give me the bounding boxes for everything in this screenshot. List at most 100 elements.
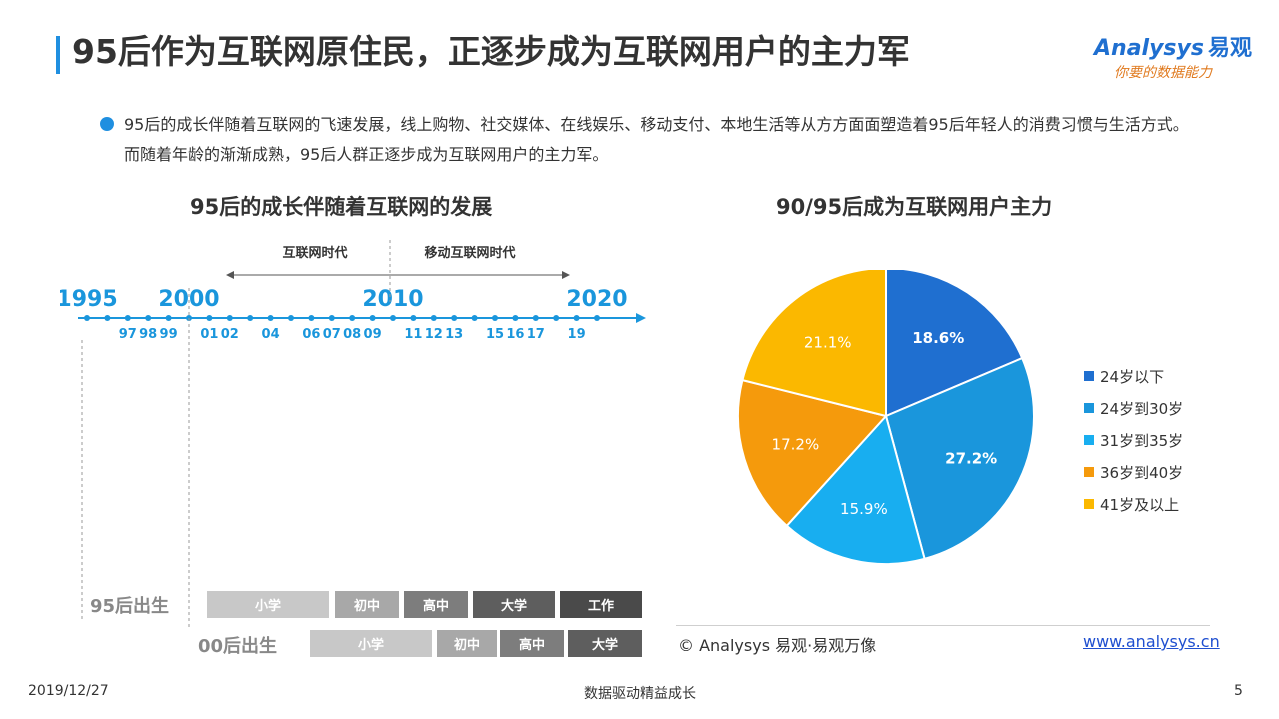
event-year-label: 04 (262, 327, 280, 342)
stage-工作: 工作 (560, 591, 642, 618)
footer-date: 2019/12/27 (28, 683, 109, 699)
timeline-title: 95后的成长伴随着互联网的发展 (190, 195, 493, 219)
event-year-label: 15 (486, 327, 504, 342)
timeline-tick (104, 315, 111, 321)
event-year-label: 12 (425, 327, 443, 342)
timeline-tick (84, 315, 90, 321)
event-year-label: 07 (323, 327, 341, 342)
page-title: 95后作为互联网原住民，正逐步成为互联网用户的主力军 (72, 32, 910, 71)
pie-value-label: 27.2% (945, 449, 997, 467)
big-year-label: 2020 (566, 287, 627, 312)
legend-label: 24岁到30岁 (1100, 399, 1184, 418)
timeline-tick (573, 315, 580, 321)
pie-slice-41岁及以上 (741, 270, 887, 418)
timeline-tick (308, 315, 315, 321)
title-accent-bar (56, 36, 60, 74)
pie-slice-36岁到40岁 (737, 378, 888, 528)
stage-高中: 高中 (404, 591, 468, 618)
legend-item: 41岁及以上 (1084, 488, 1183, 520)
era-internet-label: 互联网时代 (282, 245, 347, 261)
event-year-label: 13 (445, 327, 463, 342)
event-year-label: 01 (200, 327, 218, 342)
event-year-label: 08 (343, 327, 361, 342)
event-year-label: 09 (364, 327, 382, 342)
pie-value-label: 21.1% (804, 333, 852, 351)
timeline-tick (145, 315, 152, 321)
timeline-tick (349, 315, 356, 321)
pie-value-label: 18.6% (912, 329, 964, 347)
logo-slogan: 你要的数据能力 (1114, 65, 1212, 81)
event-year-label: 06 (302, 327, 320, 342)
timeline-tick (206, 315, 213, 321)
gen95-label: 95后出生 (90, 596, 170, 617)
logo-name-en: Analysys (1094, 36, 1204, 61)
stage-大学: 大学 (568, 630, 642, 657)
timeline-tick (410, 315, 417, 321)
timeline-tick (430, 315, 437, 321)
footer-slogan: 数据驱动精益成长 (584, 686, 696, 702)
timeline-tick (328, 315, 335, 321)
logo-name-cn: 易观 (1207, 36, 1252, 61)
era-arrow-left-icon (226, 271, 234, 279)
timeline-tick (369, 315, 376, 321)
divider (676, 625, 1210, 626)
event-year-label: 98 (139, 327, 157, 342)
legend-item: 24岁以下 (1084, 360, 1183, 392)
event-year-label: 11 (404, 327, 422, 342)
timeline-tick (226, 315, 233, 321)
pie-slice-31岁到35岁 (785, 413, 926, 565)
event-year-label: 16 (506, 327, 524, 342)
legend-item: 36岁到40岁 (1084, 456, 1183, 488)
stage-高中: 高中 (500, 630, 564, 657)
legend-swatch (1084, 403, 1094, 413)
stage-初中: 初中 (335, 591, 399, 618)
event-year-label: 02 (221, 327, 239, 342)
timeline-tick (594, 315, 600, 321)
pie-title: 90/95后成为互联网用户主力 (776, 195, 1053, 219)
legend-item: 31岁到35岁 (1084, 424, 1183, 456)
legend-label: 41岁及以上 (1100, 495, 1180, 514)
legend-swatch (1084, 435, 1094, 445)
legend-label: 31岁到35岁 (1100, 431, 1184, 450)
stage-初中: 初中 (437, 630, 497, 657)
timeline-tick (532, 315, 539, 321)
pie-legend: 24岁以下 24岁到30岁 31岁到35岁 36岁到40岁 41岁及以上 (1084, 360, 1183, 520)
pie-slice-24岁以下 (885, 270, 1024, 418)
timeline-tick (247, 315, 254, 321)
timeline-tick (390, 315, 396, 321)
pie-value-label: 17.2% (772, 436, 820, 454)
legend-label: 36岁到40岁 (1100, 463, 1184, 482)
stage-大学: 大学 (473, 591, 555, 618)
timeline-tick (471, 315, 478, 321)
summary-paragraph: 95后的成长伴随着互联网的飞速发展，线上购物、社交媒体、在线娱乐、移动支付、本地… (124, 115, 1189, 164)
legend-swatch (1084, 371, 1094, 381)
event-year-label: 19 (568, 327, 586, 342)
timeline-tick (553, 315, 560, 321)
timeline-tick (512, 315, 519, 321)
event-year-label: 97 (119, 327, 137, 342)
copyright-text: © Analysys 易观·易观万像 (678, 636, 877, 655)
stage-小学: 小学 (310, 630, 432, 657)
gen00-label: 00后出生 (198, 636, 278, 657)
event-year-label: 17 (527, 327, 545, 342)
analysys-logo: Analysys 易观 你要的数据能力 (1094, 30, 1254, 82)
stage-小学: 小学 (207, 591, 329, 618)
big-year-label: 1995 (60, 287, 118, 312)
timeline-tick (267, 315, 274, 321)
era-mobile-label: 移动互联网时代 (424, 245, 515, 261)
bullet-dot-icon (100, 117, 114, 131)
website-link[interactable]: www.analysys.cn (1083, 632, 1220, 651)
timeline-arrow-icon (636, 313, 646, 323)
timeline-tick (492, 315, 498, 321)
page-number: 5 (1234, 683, 1243, 699)
legend-swatch (1084, 499, 1094, 509)
legend-label: 24岁以下 (1100, 367, 1165, 386)
timeline-tick (124, 315, 131, 321)
timeline-tick (288, 315, 294, 321)
legend-item: 24岁到30岁 (1084, 392, 1183, 424)
era-arrow-right-icon (562, 271, 570, 279)
event-year-label: 99 (160, 327, 178, 342)
pie-value-label: 15.9% (840, 500, 888, 518)
pie-slice-24岁到30岁 (884, 356, 1035, 561)
